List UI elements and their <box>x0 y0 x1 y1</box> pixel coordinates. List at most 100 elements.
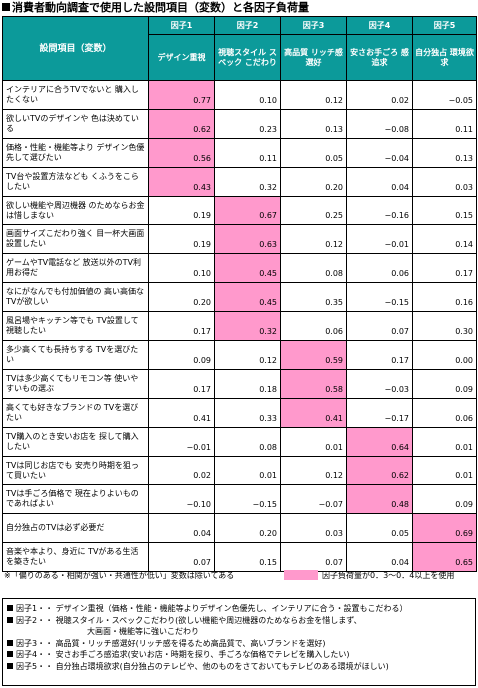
loading-value-factor-1: 0.62 <box>148 108 215 139</box>
loading-value-factor-5: 0.65 <box>412 542 477 573</box>
loading-value-factor-5: 0.01 <box>412 455 477 486</box>
loading-value-factor-4: 0.04 <box>346 542 413 573</box>
loading-value-factor-1: 0.10 <box>148 253 215 284</box>
loading-value-factor-1: 0.04 <box>148 513 215 544</box>
loading-value-factor-3: 0.13 <box>280 108 347 139</box>
loading-value-factor-5: 0.03 <box>412 166 477 197</box>
question-item-cell: TV購入のとき安いお店を 探して購入したい <box>2 426 149 457</box>
bullet-icon <box>7 616 13 623</box>
table-row: 高くても好きなブランドの TVを選びたい 0.41 0.33 0.41 −0.17 0.0… <box>2 397 477 428</box>
loading-value-factor-4: 0.02 <box>346 80 413 110</box>
definition-continuation: 大画面・機能等に強いこだわり <box>87 627 199 636</box>
loading-value-factor-2: 0.08 <box>214 426 281 457</box>
loading-value-factor-3: 0.41 <box>280 397 347 428</box>
loading-value-factor-2: 0.20 <box>214 513 281 544</box>
loading-value-factor-4: −0.03 <box>346 368 413 399</box>
table-row: TV台や設置方法なども くふうをこらしたい 0.43 0.32 0.20 0.04 0.0… <box>2 166 477 197</box>
table-row: 音楽や本より、身近に TVがある生活を築きたい 0.07 0.15 0.07 0.04 0… <box>2 542 477 573</box>
table-row: TVは同じお店でも 安売り時期を狙って買いたい 0.02 0.01 0.12 0.62 0… <box>2 455 477 486</box>
factor-3-header: 因子3 <box>280 16 347 35</box>
table-row: 価格・性能・機能等より デザイン色優先して選びたい 0.56 0.11 0.05 −0.… <box>2 137 477 168</box>
loading-value-factor-2: 0.12 <box>214 340 281 370</box>
factor-4-description: 安さお手ごろ 感追求 <box>346 34 413 81</box>
loading-value-factor-2: −0.15 <box>214 484 281 515</box>
loading-value-factor-2: 0.32 <box>214 166 281 197</box>
loading-value-factor-1: 0.09 <box>148 340 215 370</box>
loading-value-factor-5: 0.09 <box>412 484 477 515</box>
question-item-cell: 音楽や本より、身近に TVがある生活を築きたい <box>2 542 149 573</box>
question-item-cell: TVは同じお店でも 安売り時期を狙って買いたい <box>2 455 149 486</box>
loading-value-factor-2: 0.45 <box>214 253 281 284</box>
factor-1-header: 因子1 <box>148 16 215 35</box>
loading-value-factor-5: 0.14 <box>412 224 477 255</box>
loading-value-factor-5: 0.00 <box>412 340 477 370</box>
loading-value-factor-3: 0.06 <box>280 311 347 342</box>
question-item-cell: 価格・性能・機能等より デザイン色優先して選びたい <box>2 137 149 168</box>
loading-value-factor-1: 0.02 <box>148 455 215 486</box>
factor-4-header: 因子4 <box>346 16 413 35</box>
bullet-icon <box>7 639 13 646</box>
question-item-cell: 自分独占のTVは必ず必要だ <box>2 513 149 544</box>
loading-value-factor-4: 0.48 <box>346 484 413 515</box>
loading-value-factor-1: 0.77 <box>148 80 215 110</box>
loading-value-factor-5: 0.06 <box>412 397 477 428</box>
loading-value-factor-5: −0.05 <box>412 80 477 110</box>
loading-value-factor-1: 0.17 <box>148 311 215 342</box>
table-row: 欲しいTVのデザインや 色は決めている 0.62 0.23 0.13 −0.08 0.11 <box>2 108 477 139</box>
loading-value-factor-3: 0.58 <box>280 368 347 399</box>
table-row: TVは手ごろ価格で 現在よりよいものであればよい −0.10 −0.15 −0.07 0… <box>2 484 477 515</box>
table-row: 画面サイズこだわり強く 目一杯大画面設置したい 0.19 0.63 0.12 −0.01… <box>2 224 477 255</box>
loading-value-factor-4: −0.04 <box>346 137 413 168</box>
loading-value-factor-4: 0.06 <box>346 253 413 284</box>
loading-value-factor-1: 0.17 <box>148 368 215 399</box>
question-item-cell: TVは手ごろ価格で 現在よりよいものであればよい <box>2 484 149 515</box>
factor-5-description: 自分独占 環境欲求 <box>412 34 477 81</box>
loading-value-factor-3: 0.01 <box>280 426 347 457</box>
loading-value-factor-1: 0.41 <box>148 397 215 428</box>
title-text: 消費者動向調査で使用した設問項目（変数）と各因子負荷量 <box>12 1 309 14</box>
loading-value-factor-4: −0.01 <box>346 224 413 255</box>
definition-line: 因子4・・ 安さお手ごろ感追求(安いお店・時期を探り、手ごろな価格でテレビを購入… <box>7 649 471 661</box>
loading-value-factor-4: −0.16 <box>346 195 413 226</box>
loading-value-factor-5: 0.01 <box>412 426 477 457</box>
factor-loadings-table: 設問項目（変数） 因子1 因子2 因子3 因子4 因子5 デザイン重視 視聴スタ… <box>2 16 477 573</box>
loading-value-factor-1: 0.56 <box>148 137 215 168</box>
question-item-cell: 風呂場やキッチン等でも TV設置して視聴したい <box>2 311 149 342</box>
loading-value-factor-1: 0.19 <box>148 195 215 226</box>
loading-value-factor-5: 0.13 <box>412 137 477 168</box>
loading-value-factor-2: 0.18 <box>214 368 281 399</box>
loading-value-factor-2: 0.23 <box>214 108 281 139</box>
loading-value-factor-3: 0.35 <box>280 282 347 313</box>
loading-value-factor-5: 0.30 <box>412 311 477 342</box>
factor-2-description: 視聴スタイル スペック こだわり <box>214 34 281 81</box>
table-row: TVは多少高くてもリモコン等 使いやすいもの選ぶ 0.17 0.18 0.58 −0.0… <box>2 368 477 399</box>
table-row: ゲームやTV電話など 放送以外のTV利用お得だ 0.10 0.45 0.08 0.06 0… <box>2 253 477 284</box>
loading-value-factor-1: −0.01 <box>148 426 215 457</box>
loading-value-factor-4: −0.17 <box>346 397 413 428</box>
definition-text: 因子4・・ 安さお手ごろ感追求(安いお店・時期を探り、手ごろな価格でテレビを購入… <box>16 650 350 659</box>
loading-value-factor-5: 0.69 <box>412 513 477 544</box>
bullet-icon <box>7 605 13 611</box>
table-row: 欲しい機能や周辺機器 のためならお金は惜しまない 0.19 0.67 0.25 −0.1… <box>2 195 477 226</box>
definition-text: 因子3・・ 高品質・リッチ感選好(リッチ感を得るため高品質で、高いブランドを選好… <box>16 638 326 648</box>
definition-text: 因子5・・ 自分独占環境欲求(自分独占のテレビや、他のものをさておいてもテレビの… <box>16 661 389 671</box>
loading-value-factor-2: 0.32 <box>214 311 281 342</box>
definition-line: 因子1・・ デザイン重視（価格・性能・機能等よりデザイン色優先し、インテリアに合… <box>7 603 471 615</box>
question-item-cell: 欲しい機能や周辺機器 のためならお金は惜しまない <box>2 195 149 226</box>
question-item-cell: 画面サイズこだわり強く 目一杯大画面設置したい <box>2 224 149 255</box>
highlight-legend-swatch <box>284 570 318 580</box>
loading-value-factor-3: 0.59 <box>280 340 347 370</box>
definition-text: 因子1・・ デザイン重視（価格・性能・機能等よりデザイン色優先し、インテリアに合… <box>16 604 408 613</box>
title-bullet-icon <box>2 3 10 11</box>
loading-value-factor-4: 0.64 <box>346 426 413 457</box>
loading-value-factor-2: 0.67 <box>214 195 281 226</box>
loading-value-factor-2: 0.10 <box>214 80 281 110</box>
factor-2-header: 因子2 <box>214 16 281 35</box>
table-row: インテリアに合うTVでないと 購入したくない 0.77 0.10 0.12 0.02 −0… <box>2 80 477 110</box>
definition-line: 因子5・・ 自分独占環境欲求(自分独占のテレビや、他のものをさておいてもテレビの… <box>7 661 471 673</box>
factor-3-description: 高品質 リッチ感選好 <box>280 34 347 81</box>
footnote: ※「偏りのある・相関が強い・共通性が低い」変数は除いてある 因子負荷量が0．3〜… <box>2 568 476 594</box>
table-row: 多少高くても長持ちする TVを選びたい 0.09 0.12 0.59 0.17 0.00 <box>2 340 477 370</box>
question-item-cell: 多少高くても長持ちする TVを選びたい <box>2 340 149 370</box>
bullet-icon <box>7 651 13 657</box>
